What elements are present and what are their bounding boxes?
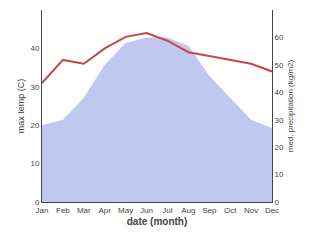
svg-text:Feb: Feb [56, 206, 70, 215]
svg-text:0: 0 [275, 198, 280, 207]
svg-text:Dec: Dec [265, 206, 279, 215]
svg-text:30: 30 [275, 116, 284, 125]
svg-text:Nov: Nov [244, 206, 258, 215]
svg-text:20: 20 [30, 121, 39, 130]
svg-text:Aug: Aug [181, 206, 195, 215]
svg-text:30: 30 [30, 83, 39, 92]
svg-text:50: 50 [275, 61, 284, 70]
svg-text:40: 40 [30, 44, 39, 53]
svg-text:Jan: Jan [36, 206, 49, 215]
svg-text:20: 20 [275, 143, 284, 152]
svg-text:0: 0 [35, 198, 40, 207]
svg-text:10: 10 [275, 170, 284, 179]
svg-text:Jul: Jul [162, 206, 172, 215]
svg-text:med. precipitation (kg/m2): med. precipitation (kg/m2) [286, 59, 295, 152]
svg-text:May: May [118, 206, 133, 215]
svg-text:Jun: Jun [140, 206, 153, 215]
svg-text:60: 60 [275, 33, 284, 42]
svg-text:Mar: Mar [77, 206, 91, 215]
svg-text:40: 40 [275, 88, 284, 97]
svg-text:max temp (C): max temp (C) [16, 79, 26, 134]
svg-text:Apr: Apr [99, 206, 112, 215]
svg-text:10: 10 [30, 159, 39, 168]
svg-text:Oct: Oct [224, 206, 237, 215]
svg-text:Sep: Sep [202, 206, 217, 215]
svg-text:date (month): date (month) [127, 216, 188, 227]
